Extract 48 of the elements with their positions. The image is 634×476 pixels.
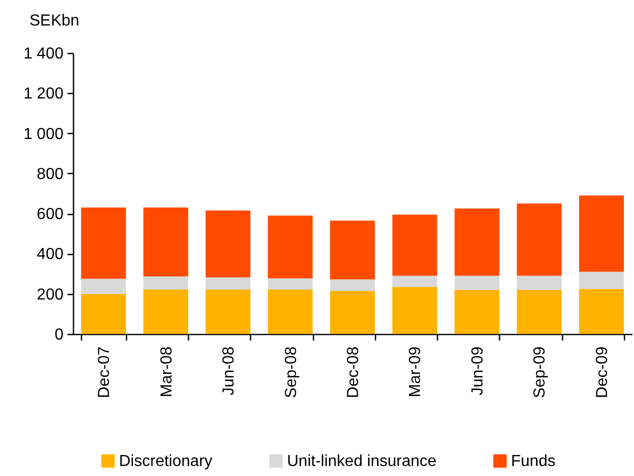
bar bbox=[143, 276, 188, 290]
y-tick-label: 200 bbox=[36, 286, 64, 304]
bar bbox=[454, 276, 500, 290]
bar bbox=[579, 288, 624, 334]
bar bbox=[392, 276, 438, 287]
x-tick-label: Dec-08 bbox=[345, 346, 362, 398]
y-tick-label: 600 bbox=[36, 206, 64, 224]
bar bbox=[330, 279, 375, 291]
x-tick-label: Sep-08 bbox=[282, 346, 300, 398]
y-tick-label: 1 400 bbox=[23, 46, 64, 62]
bar bbox=[206, 277, 250, 290]
bar bbox=[392, 286, 438, 334]
bar bbox=[330, 220, 375, 280]
x-tick-label: Sep-09 bbox=[532, 346, 549, 398]
x-tick-label: Dec-07 bbox=[96, 346, 113, 398]
legend-label: Funds bbox=[511, 453, 556, 470]
y-tick-label: 0 bbox=[54, 326, 64, 344]
bar bbox=[81, 278, 126, 294]
bar bbox=[206, 289, 250, 334]
y-tick-label: 1 000 bbox=[23, 126, 64, 143]
bar bbox=[268, 289, 313, 334]
bar bbox=[143, 289, 188, 334]
x-tick-label: Jun-09 bbox=[470, 346, 486, 396]
bar bbox=[81, 208, 126, 279]
bar bbox=[206, 210, 250, 278]
bar bbox=[392, 214, 438, 276]
x-tick-label: Mar-09 bbox=[407, 346, 424, 398]
legend-label: Unit-linked insurance bbox=[287, 453, 437, 470]
bar bbox=[143, 208, 188, 276]
bar bbox=[579, 196, 624, 272]
bar bbox=[330, 290, 375, 334]
bar bbox=[454, 208, 500, 276]
bar bbox=[268, 278, 313, 290]
bar bbox=[81, 294, 126, 334]
bar bbox=[516, 204, 562, 276]
y-tick-label: 800 bbox=[36, 166, 64, 183]
x-tick-label: Mar-08 bbox=[158, 346, 176, 398]
bar bbox=[516, 290, 562, 334]
x-tick-label: Dec-09 bbox=[594, 346, 611, 398]
y-tick-label: 400 bbox=[36, 246, 64, 264]
bar bbox=[516, 276, 562, 290]
bar bbox=[268, 216, 313, 278]
bar bbox=[579, 272, 624, 289]
y-tick-label: 1 200 bbox=[23, 86, 64, 103]
y-axis-title: SEKbn bbox=[30, 12, 80, 30]
legend-label: Discretionary bbox=[119, 453, 212, 470]
bar bbox=[454, 290, 500, 334]
x-tick-label: Jun-08 bbox=[220, 346, 238, 396]
